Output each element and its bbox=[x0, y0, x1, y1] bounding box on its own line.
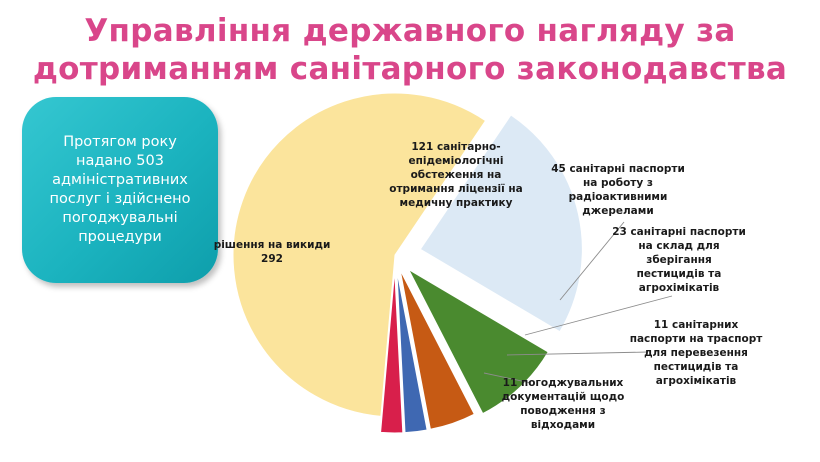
leader-line-2 bbox=[559, 221, 625, 301]
slice-label-3: 23 санітарні паспорти на склад для зберіга… bbox=[612, 226, 746, 294]
pie-slice-3 bbox=[399, 269, 475, 430]
info-box: Протягом року надано 503 адміністративни… bbox=[22, 97, 218, 283]
leader-line-3 bbox=[524, 295, 673, 336]
pie-slice-4 bbox=[396, 270, 428, 434]
slice-label-5: 11 погоджувальних документацій щодо поводж… bbox=[502, 377, 625, 431]
slice-label-0: рішення на викиди 292 bbox=[214, 239, 331, 265]
slice-label-4: 11 санітарних паспорти на траспорт для пер… bbox=[630, 319, 764, 387]
slice-label-1: 121 санітарно-епідеміологічні обстеження … bbox=[389, 141, 523, 209]
pie-slice-1 bbox=[419, 114, 583, 333]
pie-slice-5 bbox=[380, 270, 404, 434]
leader-line-4 bbox=[506, 351, 649, 356]
slice-label-2: 45 санітарні паспорти на роботу з радіоакт… bbox=[551, 163, 685, 217]
title-line-1: Управління державного нагляду за bbox=[84, 13, 736, 49]
pie-slice-2 bbox=[407, 268, 549, 415]
info-box-text: Протягом року надано 503 адміністративни… bbox=[49, 134, 191, 245]
pie-slice-0 bbox=[232, 92, 487, 417]
leader-line-5 bbox=[483, 372, 532, 384]
title-line-2: дотриманням санітарного законодавства bbox=[32, 51, 788, 87]
page-title: Управління державного нагляду за дотрима… bbox=[0, 12, 820, 88]
